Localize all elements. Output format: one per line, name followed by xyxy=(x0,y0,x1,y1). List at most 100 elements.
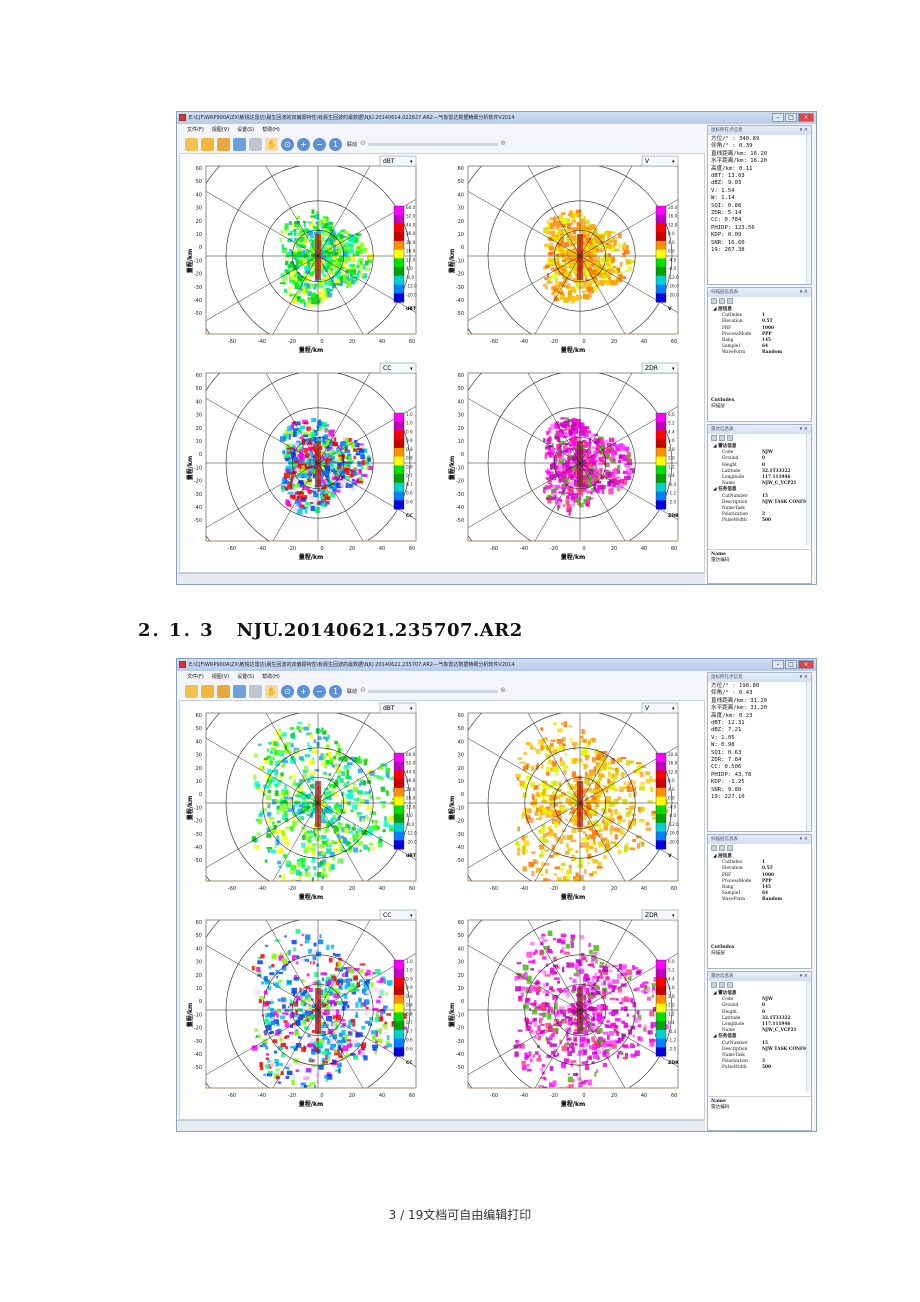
print-icon[interactable] xyxy=(249,684,262,698)
open-multi-icon[interactable] xyxy=(217,684,230,698)
property-row[interactable]: PRF 1000 xyxy=(710,326,809,332)
alpha-sort-icon[interactable] xyxy=(719,298,725,304)
echo-cell xyxy=(302,489,305,495)
open-data-icon[interactable] xyxy=(201,684,214,698)
pin-icon[interactable]: ▾ × xyxy=(799,426,808,432)
zoom-in-icon[interactable]: + xyxy=(297,684,310,698)
radar-canvas[interactable]: 60 50 40 30 20 10 0 -10 -20 -30 -40 -50 -60 -40 -20 0 20… xyxy=(179,153,705,573)
scrollbar[interactable] xyxy=(806,434,811,545)
sort-icon[interactable] xyxy=(711,298,717,304)
property-row[interactable]: Latitude 32.1T33322 xyxy=(710,469,809,475)
pan-hand-icon[interactable]: ✋ xyxy=(265,684,278,698)
property-row[interactable]: Description NJW TASK CONFIG xyxy=(710,500,809,506)
minimize-button[interactable]: – xyxy=(772,113,784,122)
prop-icon[interactable] xyxy=(727,435,733,441)
echo-cell xyxy=(358,258,364,262)
variable-dropdown[interactable]: V ▾ xyxy=(641,702,679,714)
property-row[interactable]: Rang 145 xyxy=(710,338,809,344)
zoom-fit-icon[interactable]: ⊙ xyxy=(281,684,294,698)
echo-cell xyxy=(337,1039,342,1043)
open-folder-icon[interactable] xyxy=(185,137,198,151)
print-icon[interactable] xyxy=(249,137,262,151)
title-bar[interactable]: E:\CJF\WRP900A\ZX\敏锐达雷达\晨生回波的双偏振特性\有晨生回波… xyxy=(177,659,816,671)
tree-group[interactable]: ◢ 层信息 xyxy=(713,307,732,312)
property-row[interactable]: CutNumber 15 xyxy=(710,494,809,500)
variable-dropdown[interactable]: CC ▾ xyxy=(379,362,417,374)
property-row[interactable]: WaveForm Random xyxy=(710,350,809,356)
export-image-icon[interactable] xyxy=(233,684,246,698)
export-image-icon[interactable] xyxy=(233,137,246,151)
open-data-icon[interactable] xyxy=(201,137,214,151)
variable-dropdown[interactable]: dBT ▾ xyxy=(379,702,417,714)
zoom-reset-icon[interactable]: 1 xyxy=(329,137,342,151)
property-row[interactable]: NameTask xyxy=(710,506,809,512)
echo-cell xyxy=(260,954,265,959)
link-toggle[interactable]: 联动 xyxy=(347,141,358,148)
property-row[interactable]: Sample1 64 xyxy=(710,344,809,350)
zoom-out-icon[interactable]: − xyxy=(313,684,326,698)
variable-dropdown[interactable]: V ▾ xyxy=(641,155,679,167)
property-row[interactable]: Elevation 0.5T xyxy=(710,319,809,325)
alpha-sort-icon[interactable] xyxy=(719,435,725,441)
sort-icon[interactable] xyxy=(711,435,717,441)
variable-dropdown[interactable]: CC ▾ xyxy=(379,909,417,921)
minimize-button[interactable]: – xyxy=(772,660,784,669)
pan-hand-icon[interactable]: ✋ xyxy=(265,137,278,151)
variable-dropdown[interactable]: dBT ▾ xyxy=(379,155,417,167)
property-row[interactable]: ProcessMode PPP xyxy=(710,332,809,338)
elevation-slider[interactable] xyxy=(360,139,506,147)
echo-cell xyxy=(310,1082,315,1085)
close-button[interactable]: × xyxy=(798,660,814,669)
property-row[interactable]: Ground 0 xyxy=(710,456,809,462)
zoom-reset-icon[interactable]: 1 xyxy=(329,684,342,698)
property-row[interactable]: PulseWidth 500 xyxy=(710,518,809,524)
property-row[interactable]: Height 0 xyxy=(710,463,809,469)
property-row[interactable]: Longitude 117.111946 xyxy=(710,475,809,481)
property-row[interactable]: Polarization 3 xyxy=(710,512,809,518)
pin-icon[interactable]: ▾ × xyxy=(799,289,808,295)
open-folder-icon[interactable] xyxy=(185,684,198,698)
link-toggle[interactable]: 联动 xyxy=(347,688,358,695)
close-button[interactable]: × xyxy=(798,113,814,122)
zoom-out-icon[interactable]: − xyxy=(313,137,326,151)
scrollbar[interactable] xyxy=(806,135,811,284)
echo-cell xyxy=(572,277,579,283)
zoom-in-icon[interactable]: + xyxy=(297,137,310,151)
tree-group[interactable]: ◢ 任务信息 xyxy=(713,487,737,493)
menu-file[interactable]: 文件(F) xyxy=(187,127,204,133)
echo-cell xyxy=(556,739,563,744)
echo-cell xyxy=(329,485,334,492)
maximize-button[interactable]: □ xyxy=(785,660,797,669)
menu-view[interactable]: 视图(V) xyxy=(211,127,230,133)
echo-cell xyxy=(357,259,360,264)
elevation-slider[interactable] xyxy=(360,686,506,694)
prop-icon[interactable] xyxy=(727,298,733,304)
tree-group[interactable]: ◢ 雷达信息 xyxy=(713,444,737,449)
echo-cell xyxy=(540,809,543,812)
property-row[interactable]: Code NJW xyxy=(710,450,809,456)
radar-canvas[interactable]: 60 50 40 30 20 10 0 -10 -20 -30 -40 -50 -60 -40 -20 0 20… xyxy=(179,700,705,1120)
property-row[interactable]: CutIndex 1 xyxy=(710,313,809,319)
pin-icon[interactable]: ▾ × xyxy=(799,127,808,133)
variable-dropdown[interactable]: ZDR ▾ xyxy=(641,362,679,374)
open-multi-icon[interactable] xyxy=(217,137,230,151)
menu-settings[interactable]: 设置(S) xyxy=(237,674,255,680)
title-bar[interactable]: E:\CJF\WRP900A\ZX\敏锐达雷达\晨生回波的双偏振特性\有晨生回波… xyxy=(177,112,816,124)
menu-file[interactable]: 文件(F) xyxy=(187,674,204,680)
property-row[interactable]: Name NJW_C_VCP21 xyxy=(710,481,809,487)
menu-settings[interactable]: 设置(S) xyxy=(237,127,255,133)
menu-help[interactable]: 帮助(H) xyxy=(262,127,280,133)
zoom-fit-icon[interactable]: ⊙ xyxy=(281,137,294,151)
maximize-button[interactable]: □ xyxy=(785,113,797,122)
menu-view[interactable]: 视图(V) xyxy=(211,674,230,680)
menu-help[interactable]: 帮助(H) xyxy=(262,674,280,680)
azimuth-line xyxy=(534,255,581,334)
